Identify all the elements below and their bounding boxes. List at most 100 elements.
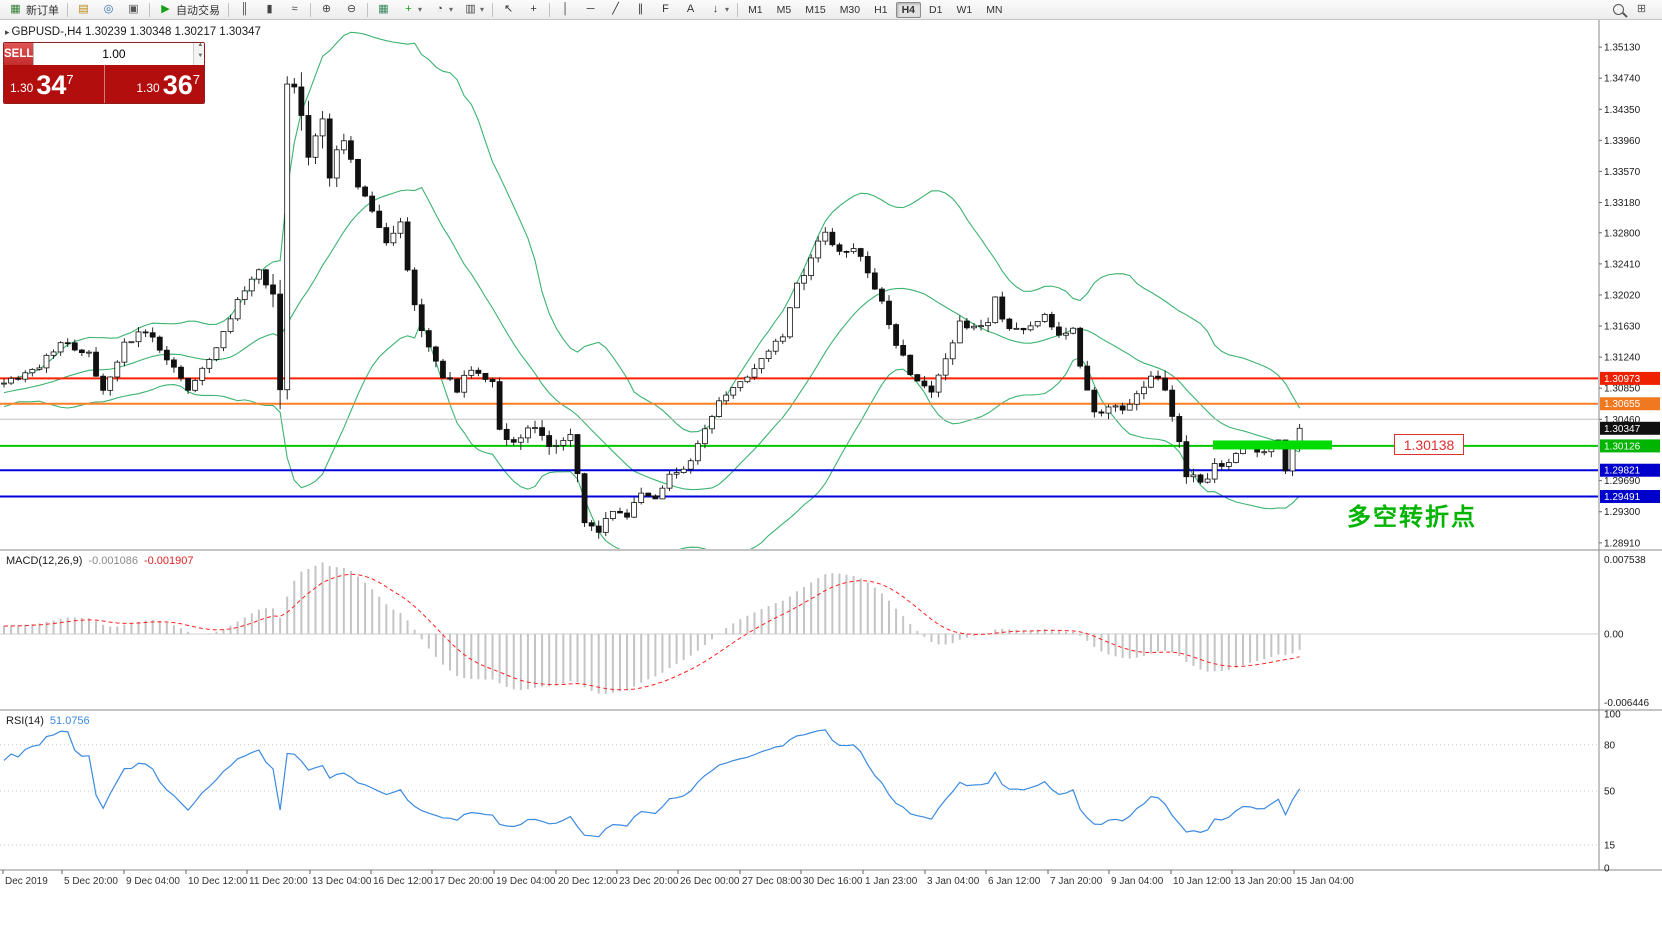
horizontal-line-button[interactable]: ─	[578, 1, 603, 18]
time-axis-label: 27 Dec 08:00	[742, 876, 802, 887]
trendline-icon: ╱	[612, 3, 619, 15]
candle-body	[298, 86, 305, 116]
candle-body	[751, 368, 758, 378]
candle-body	[900, 345, 907, 356]
equidistant-channel-button[interactable]: ∥	[628, 1, 653, 18]
timeframe-button-m5[interactable]: M5	[776, 3, 792, 16]
candle-body	[369, 195, 376, 212]
candlestick-chart-icon: ▮	[266, 3, 273, 15]
price-level-label[interactable]: 1.30138	[1394, 434, 1464, 455]
volume-increase-button[interactable]: ▲	[194, 43, 204, 54]
candle-body	[1126, 403, 1133, 411]
candle-body	[1006, 318, 1013, 330]
sell-button[interactable]: SELL	[4, 43, 34, 65]
one-click-toggle-icon[interactable]: ▸	[5, 27, 10, 37]
price-pane	[0, 31, 1598, 549]
periods-dropdown-icon[interactable]: ▾	[449, 5, 454, 14]
volume-decrease-button[interactable]: ▼	[194, 53, 204, 65]
timeframe-button-w1[interactable]: W1	[956, 3, 973, 16]
price-axis-label: 1.33180	[1604, 198, 1641, 209]
tile-windows-button[interactable]: ▦	[371, 1, 396, 18]
price-badge-1.30655: 1.30655	[1604, 399, 1641, 410]
timeframe-button-d1[interactable]: D1	[929, 3, 943, 16]
candle-body	[206, 359, 213, 369]
market-watch-button[interactable]: ▤	[71, 1, 96, 18]
candle-body	[1041, 314, 1048, 322]
navigator-button[interactable]: ◎	[96, 1, 121, 18]
candle-body	[1282, 439, 1289, 472]
candle-body	[794, 282, 800, 309]
search-icon[interactable]	[1613, 4, 1624, 15]
tile-windows-icon: ▦	[378, 3, 389, 15]
templates-button[interactable]: ▥ ▾	[458, 1, 489, 18]
crosshair-button[interactable]: +	[521, 1, 546, 18]
candle-body	[1091, 389, 1098, 413]
candle-body	[93, 351, 99, 377]
templates-dropdown-icon[interactable]: ▾	[480, 5, 485, 14]
candle-body	[1169, 389, 1176, 417]
timeframe-button-h1[interactable]: H1	[874, 3, 888, 16]
vertical-line-button[interactable]: │	[553, 1, 578, 18]
candlestick-chart-button[interactable]: ▮	[257, 1, 282, 18]
candle-body	[454, 378, 461, 393]
time-axis-label: 3 Jan 04:00	[927, 876, 980, 887]
arrows-dropdown-icon[interactable]: ▾	[725, 5, 730, 14]
trendline-button[interactable]: ╱	[603, 1, 628, 18]
timeframe-button-h4[interactable]: H4	[895, 1, 921, 18]
timeframe-button-m30[interactable]: M30	[839, 3, 861, 16]
candle-body	[121, 341, 128, 363]
candle-body	[114, 361, 121, 378]
add-indicator-dropdown-icon[interactable]: ▾	[418, 5, 423, 14]
new-order-button[interactable]: ▦ 新订单	[3, 1, 64, 18]
candle-body	[850, 248, 857, 253]
time-axis-label: 17 Dec 20:00	[434, 876, 494, 887]
candle-body	[1063, 332, 1069, 336]
fibonacci-button[interactable]: F	[653, 1, 678, 18]
turning-point-annotation: 多空转折点	[1347, 504, 1477, 531]
timeframe-button-m15[interactable]: M15	[805, 3, 826, 16]
bar-chart-button[interactable]: ║	[232, 1, 257, 18]
zoom-in-button[interactable]: ⊕	[314, 1, 339, 18]
periods-button[interactable]: ◔ ▾	[427, 1, 458, 18]
ask-price[interactable]: 1.30 36 7	[103, 65, 205, 103]
terminal-window-button[interactable]: ▣	[121, 1, 146, 18]
equidistant-channel-icon: ∥	[637, 3, 644, 15]
candle-body	[730, 387, 737, 396]
candle-body	[1048, 314, 1055, 328]
ohlc-text: GBPUSD-,H4 1.30239 1.30348 1.30217 1.303…	[11, 26, 261, 38]
arrows-button[interactable]: ↓ ▾	[703, 1, 734, 18]
bid-price[interactable]: 1.30 34 7	[4, 65, 104, 103]
add-indicator-button[interactable]: + ▾	[396, 1, 427, 18]
price-axis-label: 1.30850	[1604, 384, 1641, 395]
one-click-trading-panel: SELL ▲ ▼ BUY 1.30 34 7 1.30 36 7	[3, 42, 205, 104]
autotrading-button[interactable]: ▶ 自动交易	[153, 1, 225, 18]
price-axis-label: 1.34350	[1604, 105, 1641, 116]
candle-body	[638, 492, 645, 503]
toolbar-separator	[67, 2, 68, 17]
volume-input[interactable]	[34, 43, 194, 65]
bar-chart-icon: ║	[240, 3, 249, 15]
zoom-out-button[interactable]: ⊖	[339, 1, 364, 18]
timeframe-button-mn[interactable]: MN	[986, 3, 1003, 16]
candle-body	[588, 522, 595, 527]
crosshair-icon: +	[530, 3, 537, 15]
candle-body	[1112, 405, 1119, 408]
timeframe-button-m1[interactable]: M1	[748, 3, 763, 16]
candle-body	[432, 346, 439, 362]
volume-box: ▲ ▼	[33, 43, 204, 65]
time-axis-label: 10 Dec 12:00	[188, 876, 248, 887]
candle-body	[765, 350, 772, 360]
line-chart-button[interactable]: ≈	[282, 1, 307, 18]
time-axis-label: 16 Dec 12:00	[373, 876, 433, 887]
candle-body	[270, 284, 276, 295]
macd-pane	[0, 562, 1598, 694]
chart-canvas[interactable]: 1.35130 1.34740 1.34350 1.33960 1.33570 1.331…	[0, 20, 1662, 941]
cursor-button[interactable]: ↖	[496, 1, 521, 18]
price-axis-label: 1.32800	[1604, 228, 1641, 239]
text-label-button[interactable]: A	[678, 1, 703, 18]
candle-body	[1140, 386, 1147, 395]
candle-body	[291, 83, 298, 88]
candle-body	[1183, 441, 1190, 478]
grid-icon[interactable]: ⊞	[1636, 3, 1647, 15]
price-badge-1.30126: 1.30126	[1604, 441, 1641, 452]
